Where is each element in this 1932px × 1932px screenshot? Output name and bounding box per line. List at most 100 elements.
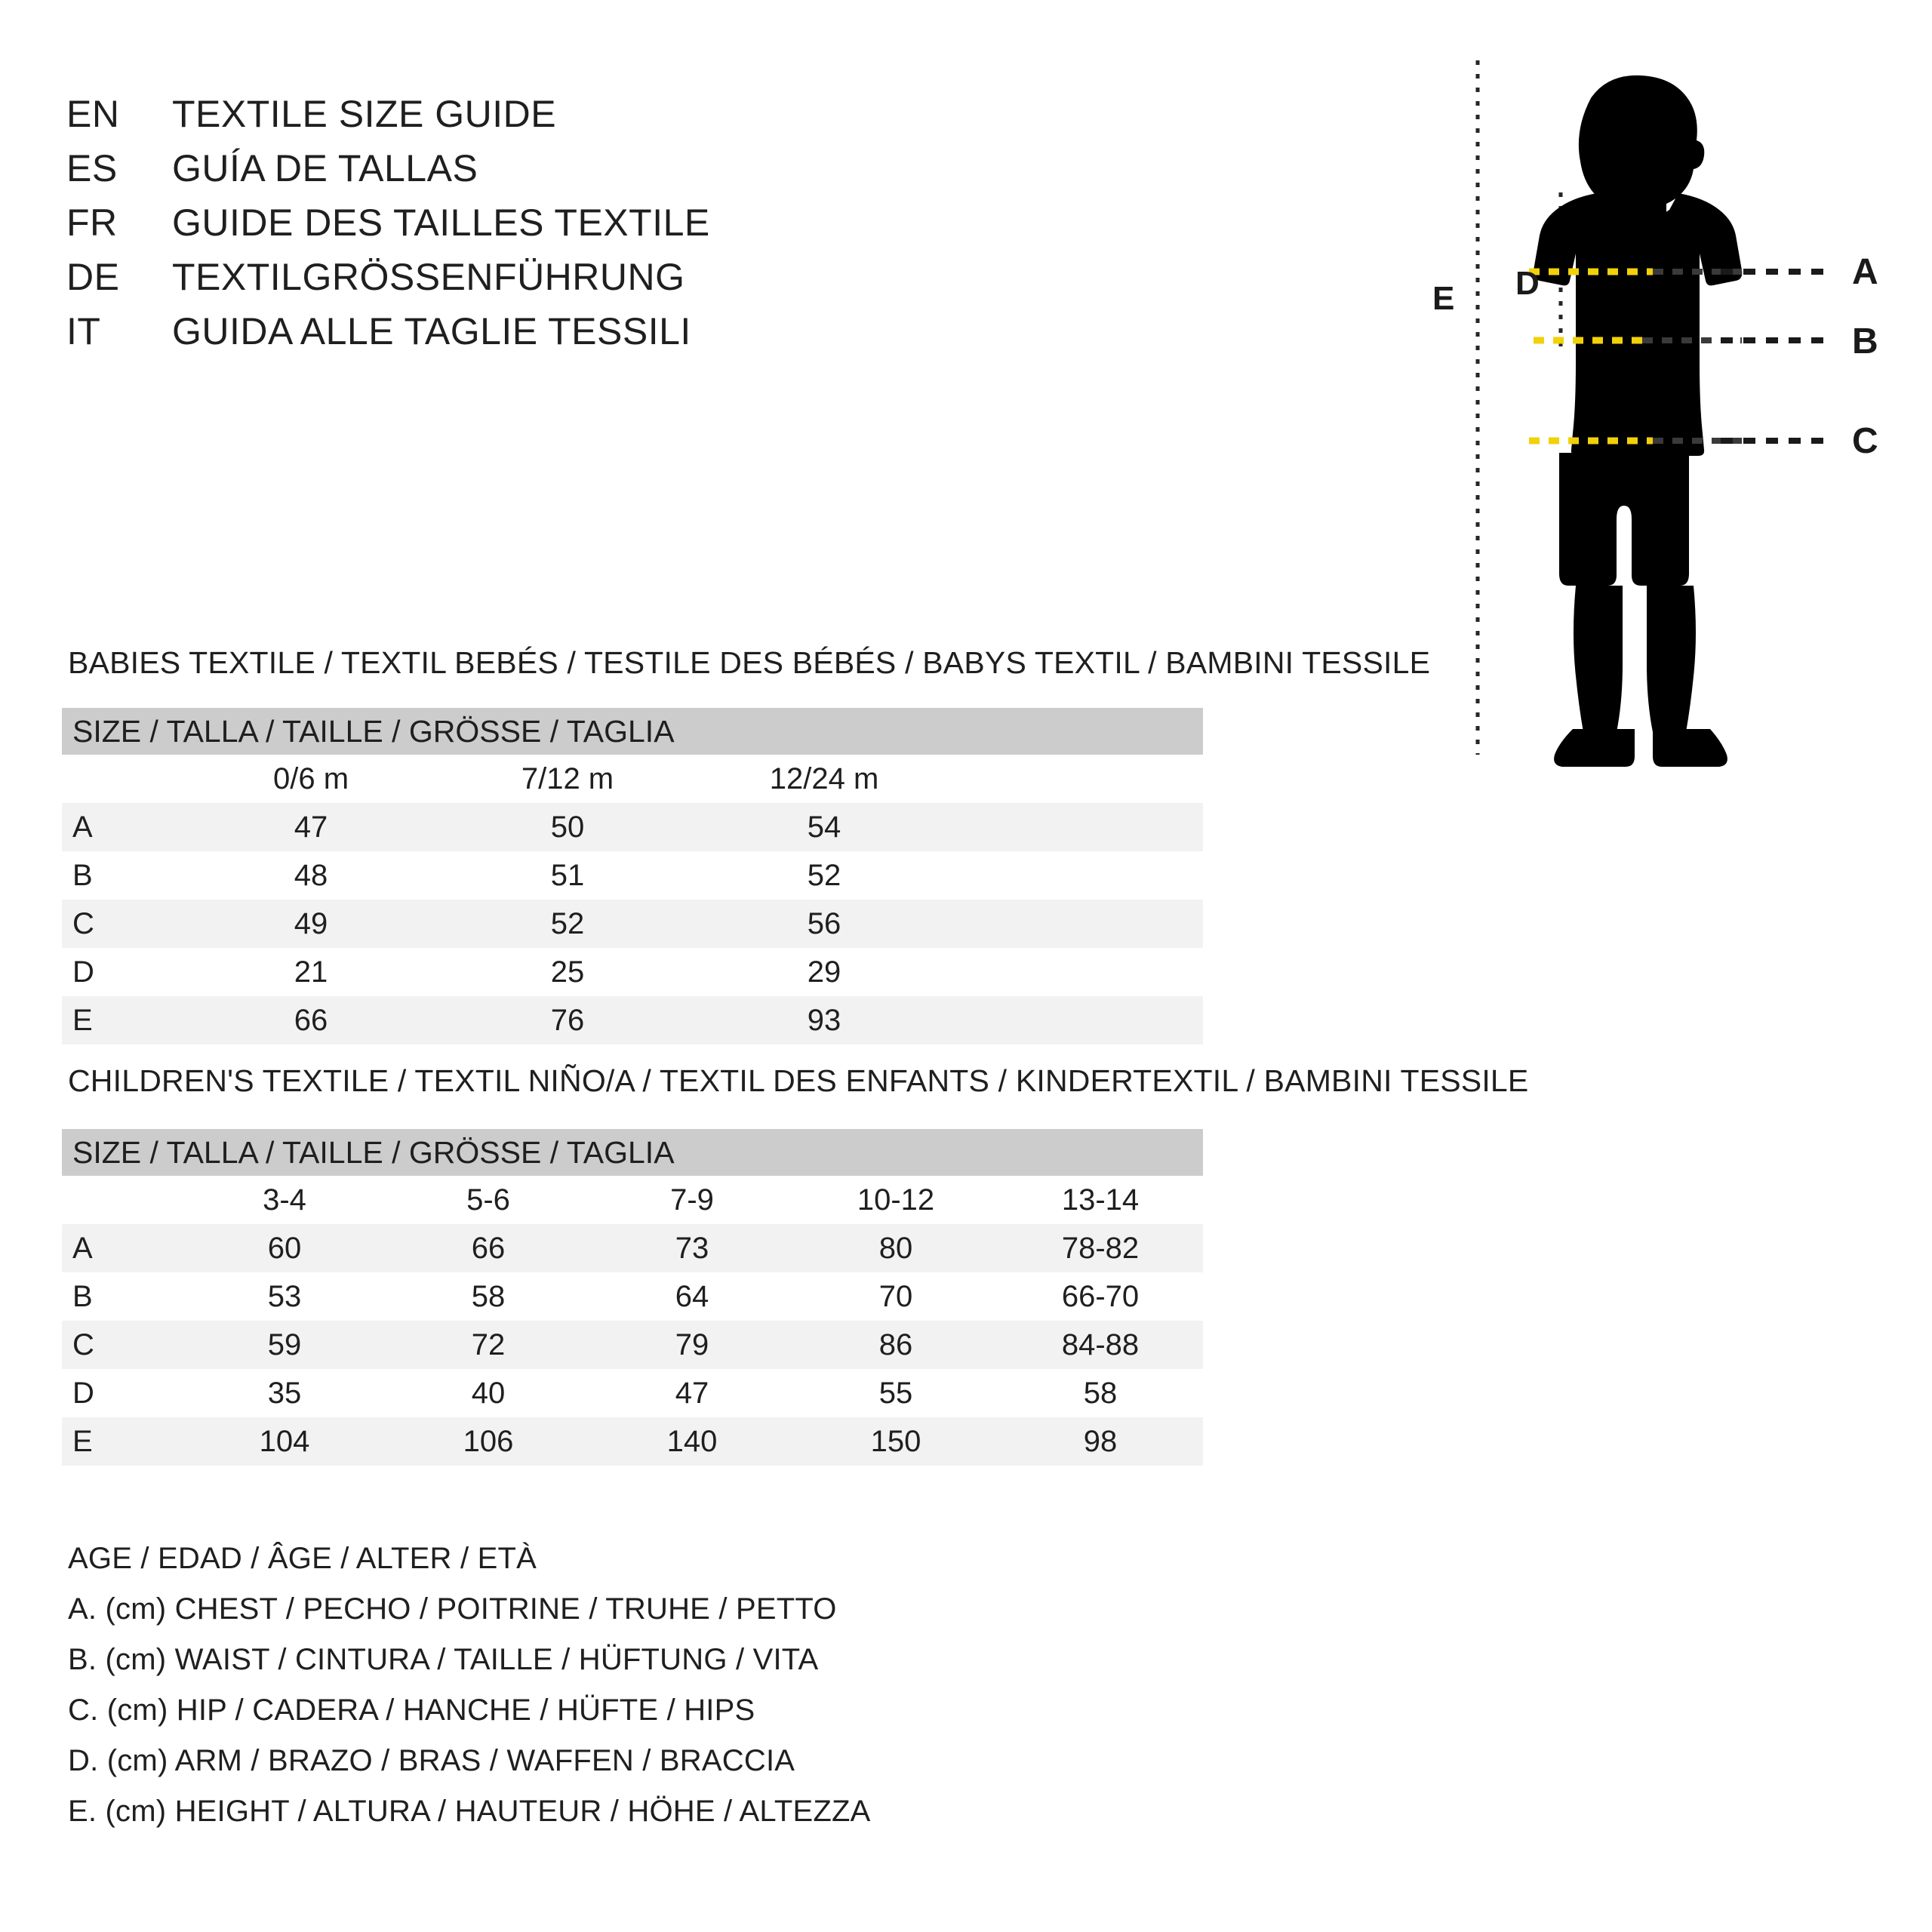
- legend-item-d: D. (cm) ARM / BRAZO / BRAS / WAFFEN / BR…: [68, 1744, 795, 1777]
- babies-column-header-empty: [952, 755, 1204, 803]
- babies-cell: 51: [439, 851, 696, 900]
- children-cell: 150: [794, 1417, 998, 1466]
- babies-cell: 66: [183, 996, 439, 1044]
- table-row: E 66 76 93: [62, 996, 1204, 1044]
- babies-size-header-label: SIZE / TALLA / TAILLE / GRÖSSE / TAGLIA: [62, 708, 1204, 755]
- children-cell: 70: [794, 1272, 998, 1321]
- children-row-label: E: [62, 1417, 183, 1466]
- babies-cell: 21: [183, 948, 439, 996]
- babies-row-label: D: [62, 948, 183, 996]
- babies-size-table: SIZE / TALLA / TAILLE / GRÖSSE / TAGLIA …: [62, 708, 1204, 1044]
- babies-cell-empty: [952, 900, 1204, 948]
- children-size-table: SIZE / TALLA / TAILLE / GRÖSSE / TAGLIA …: [62, 1129, 1204, 1466]
- children-cell: 60: [183, 1224, 386, 1272]
- left-leg-shape: [1574, 586, 1623, 732]
- legend-age-line: AGE / EDAD / ÂGE / ALTER / ETÀ: [68, 1542, 537, 1575]
- measurement-legend: AGE / EDAD / ÂGE / ALTER / ETÀ A. (cm) C…: [68, 1534, 870, 1837]
- children-cell: 72: [386, 1321, 590, 1369]
- tshirt-shape: [1533, 193, 1743, 456]
- legend-item-c: C. (cm) HIP / CADERA / HANCHE / HÜFTE / …: [68, 1694, 755, 1727]
- measurement-diagram: A B C D E: [1389, 45, 1932, 770]
- babies-column-header: 7/12 m: [439, 755, 696, 803]
- children-cell: 35: [183, 1369, 386, 1417]
- left-shoe-shape: [1554, 729, 1635, 767]
- babies-table-header-band: SIZE / TALLA / TAILLE / GRÖSSE / TAGLIA: [62, 708, 1204, 755]
- language-code-es: ES: [66, 147, 118, 189]
- children-cell: 106: [386, 1417, 590, 1466]
- child-silhouette-shape: [1533, 75, 1743, 767]
- babies-row-label: B: [62, 851, 183, 900]
- children-cell: 140: [590, 1417, 794, 1466]
- children-cell: 66-70: [998, 1272, 1204, 1321]
- children-size-header-label: SIZE / TALLA / TAILLE / GRÖSSE / TAGLIA: [62, 1129, 1204, 1176]
- children-column-header: 13-14: [998, 1176, 1204, 1224]
- marker-label-d: D: [1515, 265, 1540, 302]
- language-title-it: GUIDA ALLE TAGLIE TESSILI: [172, 310, 691, 352]
- children-row-label: A: [62, 1224, 183, 1272]
- babies-cell: 93: [696, 996, 952, 1044]
- children-cell: 79: [590, 1321, 794, 1369]
- marker-label-a: A: [1852, 252, 1878, 292]
- table-row: A 60 66 73 80 78-82: [62, 1224, 1204, 1272]
- table-row: C 59 72 79 86 84-88: [62, 1321, 1204, 1369]
- table-row: C 49 52 56: [62, 900, 1204, 948]
- babies-column-header: 0/6 m: [183, 755, 439, 803]
- babies-cell: 56: [696, 900, 952, 948]
- table-row: D 35 40 47 55 58: [62, 1369, 1204, 1417]
- right-leg-shape: [1647, 586, 1696, 732]
- legend-item-a: A. (cm) CHEST / PECHO / POITRINE / TRUHE…: [68, 1592, 837, 1626]
- babies-column-header: 12/24 m: [696, 755, 952, 803]
- children-cell: 98: [998, 1417, 1204, 1466]
- babies-row-label: A: [62, 803, 183, 851]
- language-title-list: EN TEXTILE SIZE GUIDE ES GUÍA DE TALLAS …: [66, 92, 710, 364]
- children-cell: 104: [183, 1417, 386, 1466]
- babies-row-label: E: [62, 996, 183, 1044]
- babies-cell: 52: [439, 900, 696, 948]
- head-shape: [1578, 75, 1705, 226]
- babies-cell: 49: [183, 900, 439, 948]
- language-title-fr: GUIDE DES TAILLES TEXTILE: [172, 202, 710, 244]
- language-title-en: TEXTILE SIZE GUIDE: [172, 93, 557, 135]
- language-title-row: ES GUÍA DE TALLAS: [66, 146, 710, 201]
- babies-section-title: BABIES TEXTILE / TEXTIL BEBÉS / TESTILE …: [68, 645, 1431, 680]
- children-column-header: 5-6: [386, 1176, 590, 1224]
- table-row: A 47 50 54: [62, 803, 1204, 851]
- children-cell: 58: [386, 1272, 590, 1321]
- children-cell: 73: [590, 1224, 794, 1272]
- babies-cell: 76: [439, 996, 696, 1044]
- children-cell: 55: [794, 1369, 998, 1417]
- children-corner-cell: [62, 1176, 183, 1224]
- table-row: B 53 58 64 70 66-70: [62, 1272, 1204, 1321]
- children-cell: 59: [183, 1321, 386, 1369]
- babies-cell: 25: [439, 948, 696, 996]
- language-title-row: DE TEXTILGRÖSSENFÜHRUNG: [66, 255, 710, 309]
- right-shoe-shape: [1653, 729, 1727, 767]
- babies-corner-cell: [62, 755, 183, 803]
- children-cell: 66: [386, 1224, 590, 1272]
- children-column-header: 3-4: [183, 1176, 386, 1224]
- children-cell: 40: [386, 1369, 590, 1417]
- children-cell: 53: [183, 1272, 386, 1321]
- marker-label-b: B: [1852, 321, 1878, 361]
- table-row: E 104 106 140 150 98: [62, 1417, 1204, 1466]
- babies-cell-empty: [952, 996, 1204, 1044]
- babies-cell: 52: [696, 851, 952, 900]
- language-title-es: GUÍA DE TALLAS: [172, 147, 478, 189]
- language-title-row: FR GUIDE DES TAILLES TEXTILE: [66, 201, 710, 255]
- marker-label-e: E: [1432, 280, 1454, 317]
- babies-cell-empty: [952, 851, 1204, 900]
- language-code-en: EN: [66, 93, 120, 135]
- children-cell: 80: [794, 1224, 998, 1272]
- child-silhouette-diagram: A B C D E: [1432, 60, 1878, 767]
- legend-item-b: B. (cm) WAIST / CINTURA / TAILLE / HÜFTU…: [68, 1643, 819, 1676]
- babies-cell: 50: [439, 803, 696, 851]
- babies-cell-empty: [952, 948, 1204, 996]
- language-title-de: TEXTILGRÖSSENFÜHRUNG: [172, 256, 685, 298]
- children-column-header-row: 3-4 5-6 7-9 10-12 13-14: [62, 1176, 1204, 1224]
- table-row: D 21 25 29: [62, 948, 1204, 996]
- children-cell: 47: [590, 1369, 794, 1417]
- children-cell: 58: [998, 1369, 1204, 1417]
- babies-cell: 47: [183, 803, 439, 851]
- babies-cell: 54: [696, 803, 952, 851]
- language-code-fr: FR: [66, 202, 118, 244]
